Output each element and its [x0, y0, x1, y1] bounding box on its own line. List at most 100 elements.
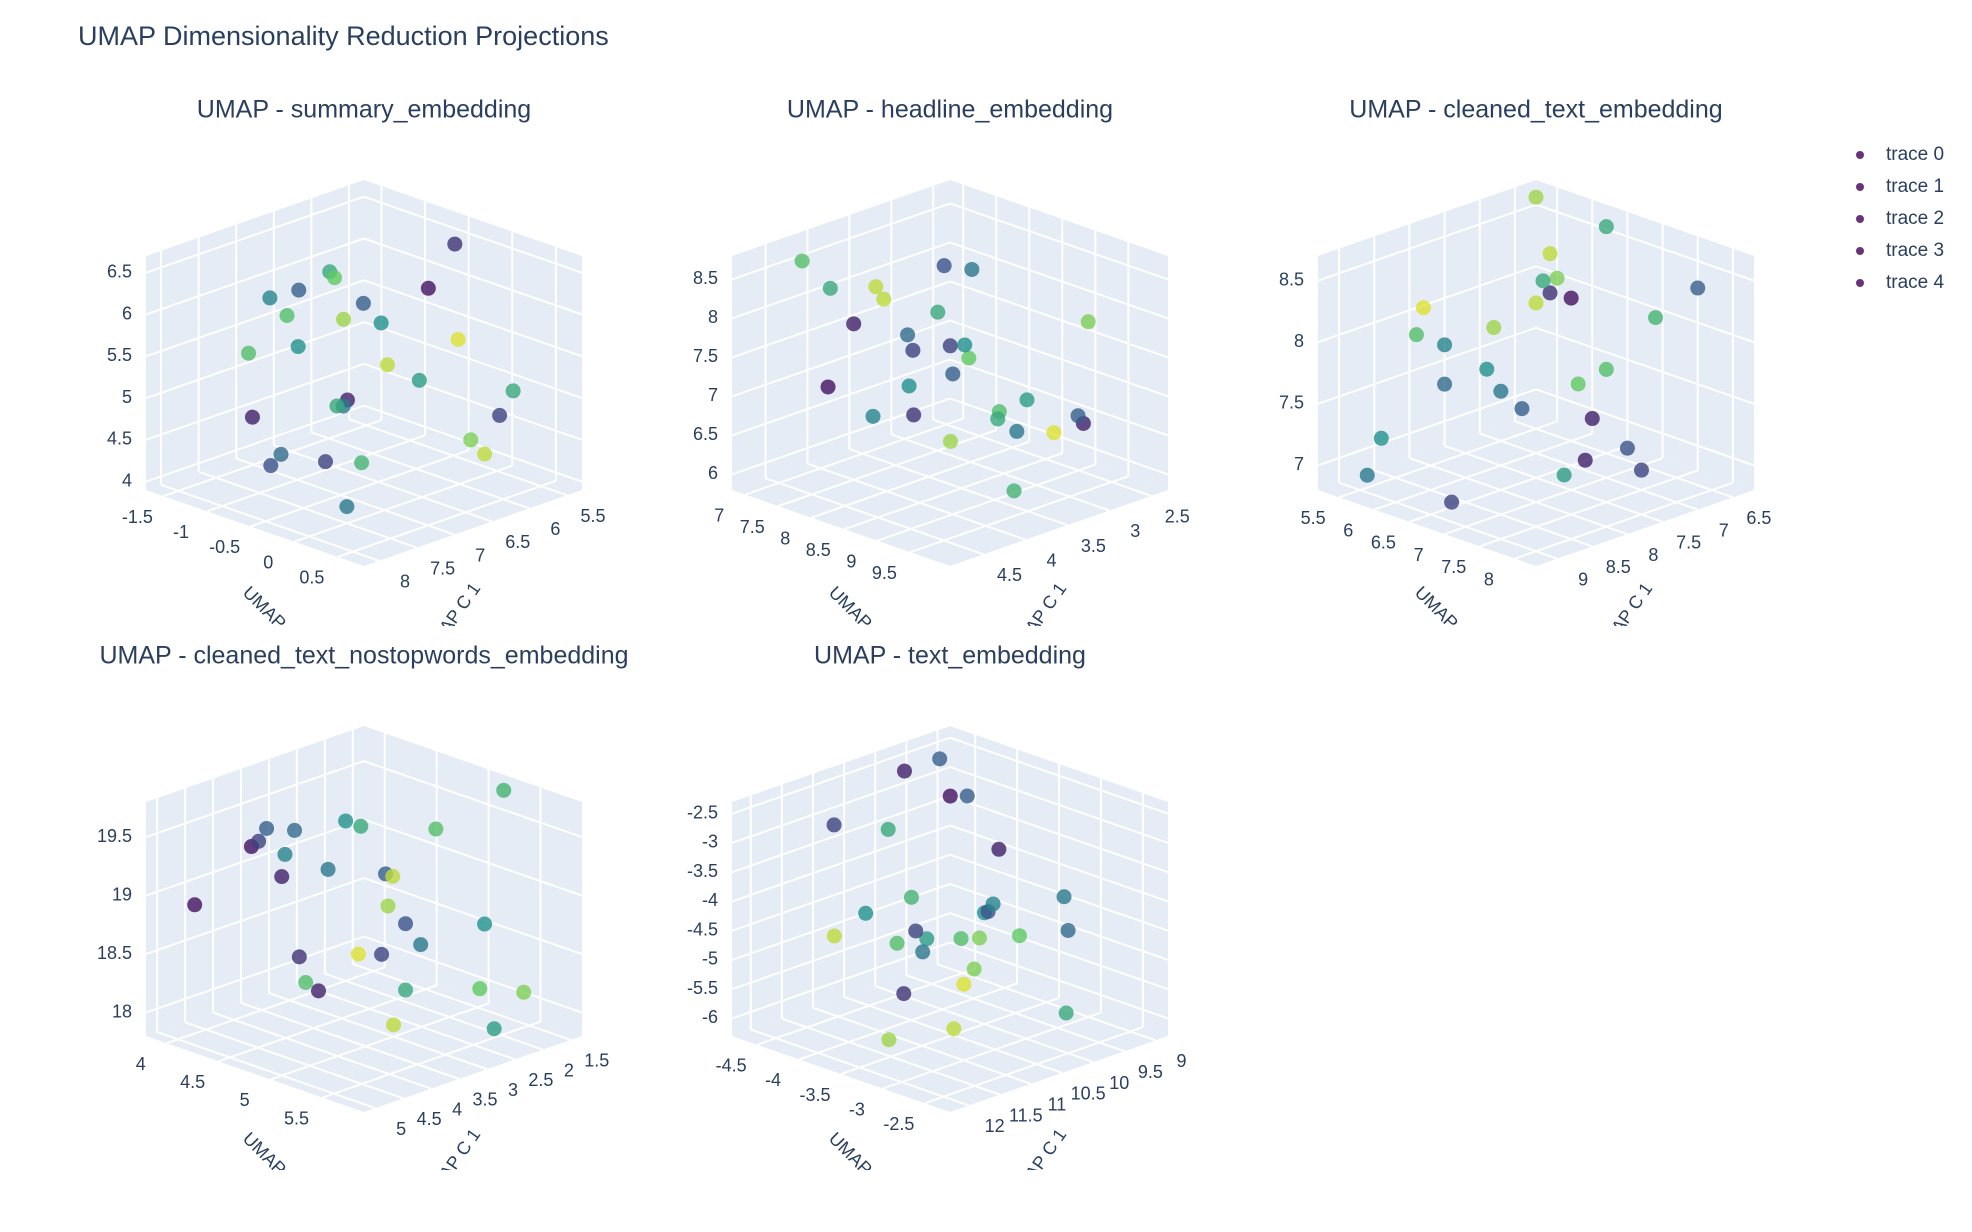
point [1598, 361, 1614, 377]
x-tick-label: 2.5 [1165, 507, 1190, 527]
x-tick-label: 7 [1719, 520, 1729, 540]
y-axis-title: UMAP C 2 [239, 1128, 313, 1202]
x-axis-title: UMAP C 1 [419, 1125, 484, 1206]
legend-label: trace 0 [1886, 144, 1944, 165]
grid-line [1373, 469, 1593, 548]
y-tick-label: 8.5 [806, 540, 831, 560]
grid-line [270, 1002, 489, 1081]
legend-label: trace 2 [1886, 208, 1944, 229]
point [1408, 327, 1424, 343]
z-tick-label: 8 [1294, 331, 1304, 351]
y-tick-label: 5.5 [1301, 508, 1326, 528]
z-tick-label: -6 [702, 1007, 718, 1027]
grid-line [322, 1020, 541, 1099]
point [896, 763, 912, 779]
grid-line [949, 280, 1169, 359]
z-tick-label: -2.5 [687, 802, 718, 822]
point [287, 822, 303, 838]
legend-label: trace 3 [1886, 240, 1944, 261]
y-tick-label: 5 [240, 1090, 250, 1110]
point [930, 304, 946, 320]
point [477, 446, 493, 462]
point [1009, 423, 1025, 439]
point [880, 821, 896, 837]
legend-label: trace 4 [1886, 272, 1945, 293]
grid-line [1535, 265, 1755, 344]
y-tick-label: 9.5 [872, 563, 897, 583]
point [413, 937, 429, 953]
legend: trace 0 trace 1 trace 2 trace 3 trace 4 [1856, 144, 1945, 293]
grid-line [949, 736, 1169, 815]
point [906, 407, 922, 423]
y-tick-label: -3 [849, 1099, 865, 1119]
legend-marker [1856, 151, 1864, 159]
point [966, 961, 982, 977]
wall [364, 726, 582, 1036]
x-tick-label: 4 [1046, 550, 1056, 570]
point [1528, 189, 1544, 205]
point [398, 982, 414, 998]
point [472, 981, 488, 997]
grid-line [843, 452, 1063, 531]
y-tick-label: 8 [780, 528, 790, 548]
grid-line [293, 464, 513, 543]
point [1058, 1005, 1074, 1021]
x-tick-label: 3 [1130, 521, 1140, 541]
z-tick-label: -4 [702, 890, 718, 910]
grid-line [731, 941, 951, 1020]
point [1415, 300, 1431, 316]
point [896, 986, 912, 1002]
grid-line [145, 935, 365, 1014]
x-tick-label: 6.5 [505, 532, 530, 552]
grid-line [363, 877, 583, 956]
z-tick-label: -3.5 [687, 861, 718, 881]
point [901, 378, 917, 394]
point [274, 869, 290, 885]
x-tick-label: 6 [550, 519, 560, 539]
point [932, 751, 948, 767]
point [936, 258, 952, 274]
grid-line [731, 241, 951, 320]
legend-marker [1856, 183, 1864, 191]
point [420, 280, 436, 296]
grid-line [1514, 420, 1734, 499]
point [463, 432, 479, 448]
point [959, 788, 975, 804]
point [1619, 440, 1635, 456]
subplot-title: UMAP - cleaned_text_embedding [1349, 96, 1722, 124]
grid-line [1409, 457, 1628, 536]
grid-line [756, 967, 976, 1046]
point [241, 345, 257, 361]
subplot-title: UMAP - summary_embedding [197, 96, 531, 124]
point [1046, 425, 1062, 441]
grid-line [363, 195, 583, 274]
point [338, 813, 354, 829]
y-tick-label: 7 [1414, 545, 1424, 565]
point [991, 841, 1007, 857]
grid-line [731, 202, 951, 281]
grid-line [949, 941, 1169, 1020]
grid-line [363, 362, 583, 441]
grid-line [807, 462, 1026, 541]
x-tick-label: 9.5 [1138, 1062, 1163, 1082]
scene: 2.533.544.577.588.599.566.577.588.5UMAP … [693, 180, 1190, 626]
point [1006, 483, 1022, 499]
point [1019, 392, 1035, 408]
point [881, 1032, 897, 1048]
x-tick-label: 7.5 [430, 558, 455, 578]
point [903, 889, 919, 905]
z-tick-label: -5.5 [687, 978, 718, 998]
grid-line [949, 883, 1169, 961]
subplot-title: UMAP - cleaned_text_nostopwords_embeddin… [99, 642, 628, 670]
x-tick-label: 6.5 [1746, 508, 1771, 528]
point [516, 984, 532, 1000]
grid-line [1535, 388, 1755, 467]
z-tick-label: 19 [112, 884, 132, 904]
grid-line [1317, 326, 1537, 405]
point [1535, 273, 1551, 289]
z-tick-label: 6 [708, 463, 718, 483]
y-tick-label: 5.5 [284, 1108, 309, 1128]
wall [732, 726, 950, 1036]
point [1633, 462, 1649, 478]
